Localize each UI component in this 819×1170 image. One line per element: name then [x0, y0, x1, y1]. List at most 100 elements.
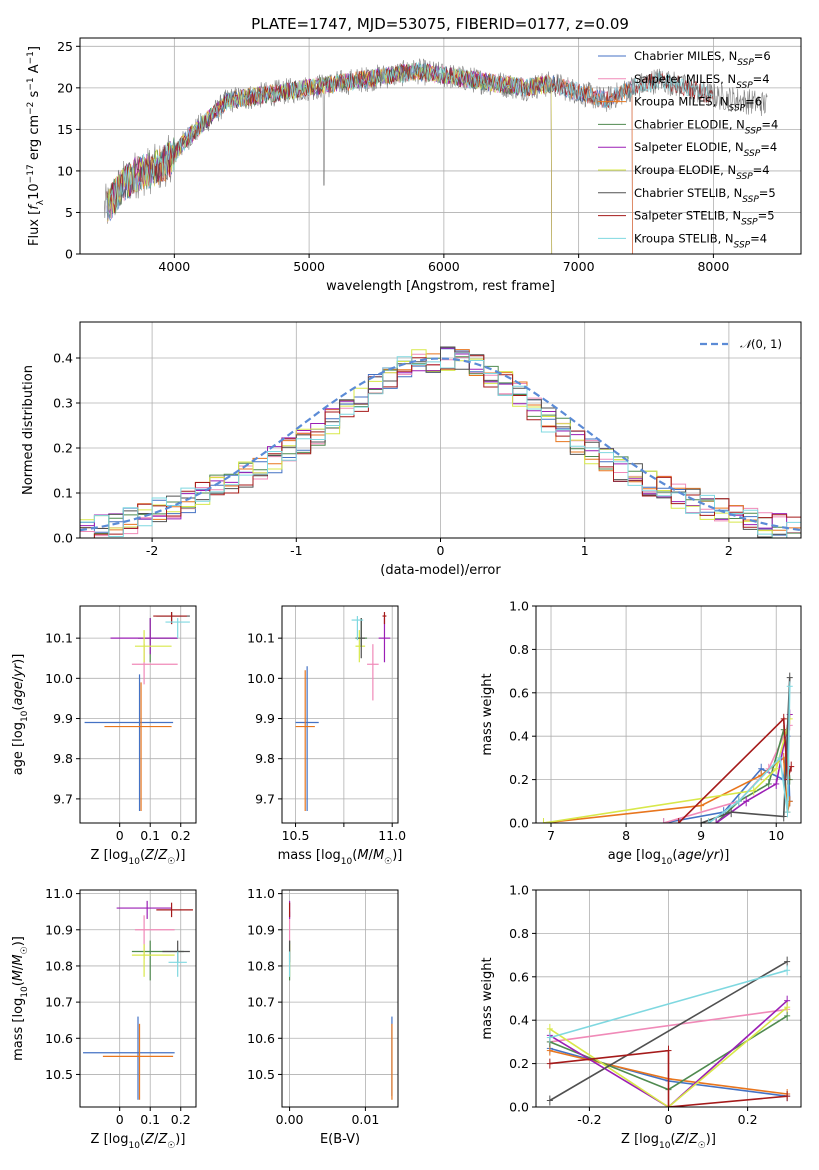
label-part: λ [36, 199, 46, 205]
label-part: M [357, 848, 368, 863]
mass-weight-series [540, 713, 793, 823]
y-tick-label: 10.1 [45, 631, 73, 646]
y-tick-label: 10.1 [247, 631, 275, 646]
y-tick-label: 9.8 [255, 751, 275, 766]
y-tick-label: 9.9 [255, 711, 275, 726]
y-tick-label: 25 [57, 39, 73, 54]
error-bar-point [168, 951, 187, 977]
y-axis-label: Normed distribution [21, 365, 36, 495]
model-spectrum-line [106, 63, 714, 218]
x-axis-label: E(B-V) [320, 1132, 360, 1147]
label-part: SSP [734, 240, 751, 250]
y-tick-label: 0.6 [509, 685, 529, 700]
label-part: 10 [128, 857, 140, 867]
y-tick-label: 0 [65, 247, 73, 262]
label-part: ☉ [384, 857, 392, 867]
label-part: ☉ [167, 857, 175, 867]
y-tick-label: 10.6 [247, 1031, 275, 1046]
label-part: ☉ [20, 946, 30, 954]
x-tick-label: 0 [116, 828, 124, 843]
x-axis-label: age [log10(age/yr)] [608, 848, 730, 867]
y-tick-label: 0.2 [509, 772, 529, 787]
axes-frame [535, 605, 802, 824]
y-tick-label: 0.8 [509, 926, 529, 941]
panel-mass_vs_Z: 0 0.1 0.210.510.610.710.810.911.0Z [log10(… [11, 886, 197, 1151]
label-part: )] [719, 848, 729, 863]
y-tick-label: 10.5 [247, 1067, 275, 1082]
label-part: / [702, 848, 707, 863]
label-part: Normed distribution [21, 365, 36, 495]
label-part: ( [352, 848, 357, 863]
label-part: ( [140, 848, 145, 863]
label-part: Kroupa MILES, N [634, 95, 729, 109]
y-tick-label: 0.1 [53, 486, 73, 501]
x-tick-label: 8 [622, 828, 630, 843]
y-tick-label: 10.0 [45, 671, 73, 686]
error-bar-point [131, 944, 175, 977]
legend-entry: 𝒩(0, 1) [740, 337, 782, 351]
y-tick-label: 15 [57, 122, 73, 137]
error-bar-point [382, 612, 387, 625]
spectrum-lines [104, 58, 768, 254]
label-part: E(B-V) [320, 1132, 360, 1147]
y-axis-label: mass weight [480, 957, 495, 1039]
label-part: 10 [27, 183, 42, 200]
plot-area [288, 900, 393, 1100]
label-part: / [11, 965, 26, 970]
y-tick-label: 0.2 [53, 441, 73, 456]
label-part: Salpeter ELODIE, N [634, 140, 744, 154]
error-bar-point [102, 1023, 174, 1100]
grid-lines [536, 605, 801, 824]
label-part: )] [175, 848, 185, 863]
y-tick-label: 5 [65, 205, 73, 220]
grid-lines [282, 606, 398, 823]
label-part: / [154, 1132, 159, 1147]
error-bar-point [134, 630, 172, 663]
label-part: =5 [759, 186, 776, 200]
error-bar-point [131, 940, 184, 981]
label-part: M [11, 954, 26, 965]
label-part: mass weight [480, 673, 495, 755]
x-tick-label: 0.1 [140, 828, 160, 843]
panel-spectrum: 4000 5000 6000 7000 8000 0 5 10 15 20 25 wavelength… [26, 37, 802, 294]
x-tick-label: 10.5 [282, 828, 310, 843]
x-tick-label: 7 [547, 828, 555, 843]
y-axis-label: age [log10(age/yr)] [11, 654, 30, 776]
label-part: Z [log [91, 848, 129, 863]
x-tick-label: 0.00 [276, 1112, 304, 1127]
label-part: −1 [26, 51, 36, 64]
error-bar-point [104, 682, 172, 811]
x-tick-label: 0.01 [351, 1112, 379, 1127]
x-tick-label: 0 [665, 1112, 673, 1127]
x-tick-label: 7000 [563, 259, 595, 274]
x-axis-label: wavelength [Angstrom, rest frame] [326, 279, 555, 294]
axes-frame [79, 37, 802, 255]
y-tick-label: 10.0 [247, 671, 275, 686]
mass-weight-series [546, 1045, 791, 1107]
error-bar-point [378, 618, 391, 663]
label-part: =6 [745, 95, 762, 109]
label-part: ☉ [167, 1141, 175, 1151]
label-part: =4 [753, 72, 770, 86]
label-part: M [373, 848, 384, 863]
error-bar-point [357, 618, 366, 659]
error-bar-point [83, 1016, 175, 1100]
plot-area [80, 346, 801, 538]
y-tick-label: 0.0 [509, 816, 529, 831]
y-axis-label: mass weight [480, 673, 495, 755]
y-tick-label: 9.7 [53, 791, 73, 806]
gaussian-reference-line [80, 357, 801, 532]
plot-area [546, 956, 791, 1107]
label-part: erg cm [27, 115, 42, 164]
error-bar-point [355, 630, 366, 663]
label-part: Chabrier MILES, N [634, 49, 737, 63]
label-part: M [11, 970, 26, 981]
mass-weight-line [549, 1008, 788, 1043]
y-tick-label: 0.4 [53, 351, 73, 366]
label-part: age [11, 681, 26, 705]
mass-weight-series [546, 956, 791, 1106]
label-part: Z [log [91, 1132, 129, 1147]
error-bar-point [116, 900, 172, 919]
y-axis-label: Flux [fλ10−17 erg cm−2 s−1 A−1] [26, 46, 46, 246]
label-part: Z [157, 848, 168, 863]
